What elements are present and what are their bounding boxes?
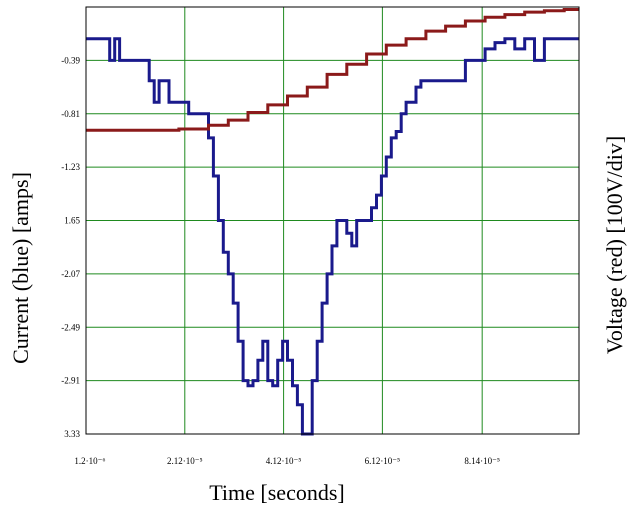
- y-tick-label: -2.91: [61, 376, 80, 386]
- y-tick-label: 3.33: [64, 429, 80, 439]
- plot-frame: [85, 6, 580, 435]
- y-tick-label: 1.65: [64, 216, 80, 226]
- x-tick-label: 4.12·10⁻⁵: [266, 456, 302, 466]
- y-tick-label: -1.23: [61, 162, 80, 172]
- y-tick-label: -0.39: [61, 55, 80, 65]
- y-tick-label: -0.81: [61, 109, 80, 119]
- y-tick-label: -2.49: [61, 322, 80, 332]
- y-axis-ticks: -0.39 -0.81 -1.23 1.65 -2.07 -2.49 -2.91 3.33: [61, 55, 80, 439]
- x-tick-label: 8.14·10⁻⁵: [464, 456, 500, 466]
- x-tick-label: 1.2·10⁻⁶: [74, 456, 105, 466]
- x-tick-label: 2.12·10⁻⁵: [167, 456, 203, 466]
- y-axis-title-right: Voltage (red) [100V/div]: [602, 136, 627, 354]
- x-axis-ticks: 1.2·10⁻⁶ 2.12·10⁻⁵ 4.12·10⁻⁵ 6.12·10⁻⁵ 8.14·…: [74, 456, 500, 466]
- x-axis-title: Time [seconds]: [209, 480, 344, 505]
- x-tick-label: 6.12·10⁻⁵: [365, 456, 401, 466]
- voltage-series-line: [86, 8, 579, 132]
- y-axis-title-left: Current (blue) [amps]: [8, 172, 33, 364]
- y-tick-label: -2.07: [61, 269, 80, 279]
